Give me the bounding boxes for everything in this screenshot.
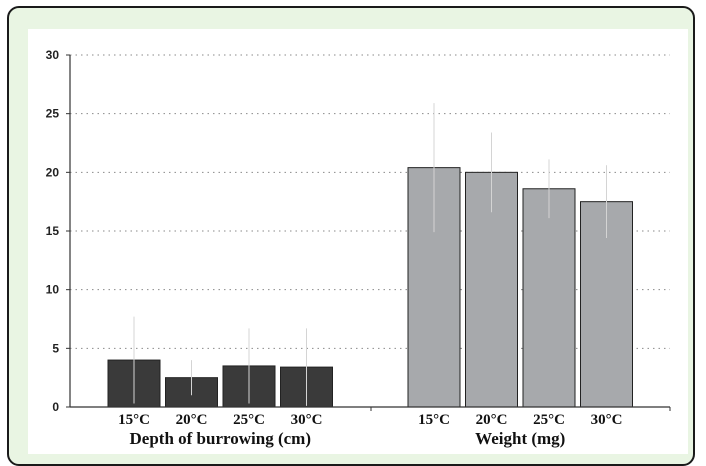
- x-category-label: 30°C: [591, 412, 623, 428]
- y-tick-label: 30: [46, 48, 60, 62]
- x-category-label: 25°C: [233, 412, 265, 428]
- group-label: Weight (mg): [475, 429, 565, 448]
- y-tick-label: 10: [46, 283, 60, 297]
- x-category-label: 15°C: [118, 412, 150, 428]
- x-category-label: 30°C: [291, 412, 323, 428]
- gridlines: [70, 54, 670, 349]
- error-bars: [133, 103, 607, 406]
- y-tick-label: 15: [46, 224, 60, 238]
- x-category-label: 20°C: [176, 412, 208, 428]
- x-category-label: 20°C: [476, 412, 508, 428]
- y-axis: 0 5 10 15 20 25 30: [46, 48, 71, 414]
- bar: [522, 188, 576, 408]
- y-tick-label: 20: [46, 165, 60, 179]
- group-label: Depth of burrowing (cm): [130, 429, 311, 448]
- x-category-label: 25°C: [533, 412, 565, 428]
- y-tick-label: 0: [52, 400, 59, 414]
- y-tick-label: 25: [46, 107, 60, 121]
- y-tick-label: 5: [52, 341, 59, 355]
- bar: [580, 201, 633, 408]
- x-category-label: 15°C: [418, 412, 450, 428]
- x-axis: [70, 406, 671, 411]
